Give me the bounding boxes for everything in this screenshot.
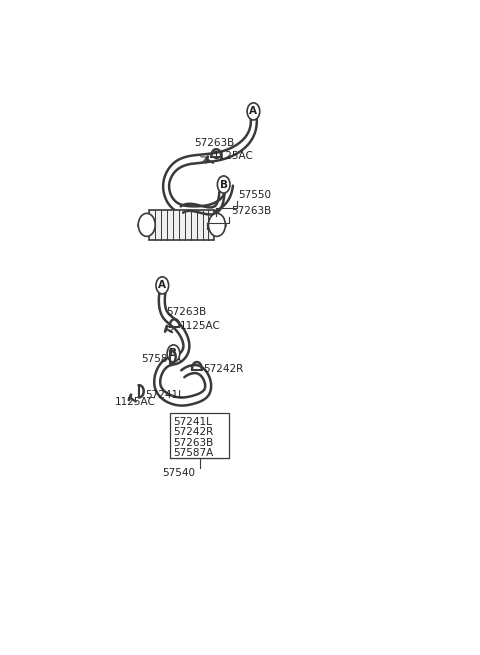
- Circle shape: [208, 214, 226, 236]
- Bar: [149, 210, 215, 240]
- Text: 57242R: 57242R: [173, 427, 214, 437]
- Text: 57587A: 57587A: [141, 354, 181, 364]
- Circle shape: [138, 214, 155, 236]
- Text: 57263B: 57263B: [173, 438, 214, 448]
- Text: 1125AC: 1125AC: [180, 321, 221, 331]
- Text: 57263B: 57263B: [194, 138, 234, 148]
- Text: 57540: 57540: [163, 468, 195, 478]
- Circle shape: [167, 345, 180, 362]
- Text: 57263B: 57263B: [166, 307, 206, 316]
- Text: 57241L: 57241L: [145, 390, 184, 400]
- Text: 57241L: 57241L: [173, 417, 212, 426]
- Bar: [170, 413, 229, 458]
- Text: B: B: [220, 179, 228, 189]
- Circle shape: [156, 277, 168, 294]
- Text: 1125AC: 1125AC: [115, 398, 156, 407]
- Circle shape: [217, 176, 230, 193]
- Text: A: A: [250, 106, 257, 117]
- Text: 57263B: 57263B: [231, 206, 271, 215]
- Text: 57587A: 57587A: [173, 448, 214, 458]
- Text: 1125AC: 1125AC: [213, 151, 253, 160]
- Text: 57242R: 57242R: [203, 364, 243, 373]
- Text: B: B: [169, 348, 178, 358]
- Text: 57550: 57550: [239, 190, 272, 200]
- Text: A: A: [158, 280, 166, 290]
- Circle shape: [247, 103, 260, 120]
